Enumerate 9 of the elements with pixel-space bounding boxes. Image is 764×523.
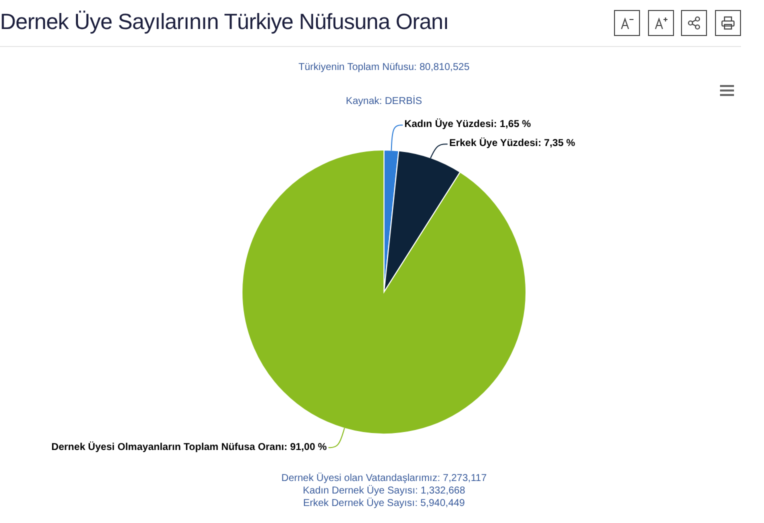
slice-label: Dernek Üyesi Olmayanların Toplam Nüfusa Oranı: 91,00 % xyxy=(51,442,327,454)
text: Kaynak: DERBİS xyxy=(346,95,422,107)
slice-label: Kadın Üye Yüzdesi: 1,65 % xyxy=(404,119,531,132)
slice-label: Erkek Üye Yüzdesi: 7,35 % xyxy=(449,138,576,150)
chart-title: Dernek Üye Sayılarının Türkiye Nüfusuna Oranı xyxy=(0,8,449,36)
chart-subtitle: Türkiyenin Toplam Nüfusu: 80,810,525 xyxy=(298,62,470,73)
text: Kadın Dernek Üye Sayısı: 1,332,668 xyxy=(302,484,466,496)
text: Dernek Üyesi olan Vatandaşlarımız: 7,273,117 xyxy=(281,472,488,484)
text: Erkek Dernek Üye Sayısı: 5,940,449 xyxy=(303,497,466,509)
